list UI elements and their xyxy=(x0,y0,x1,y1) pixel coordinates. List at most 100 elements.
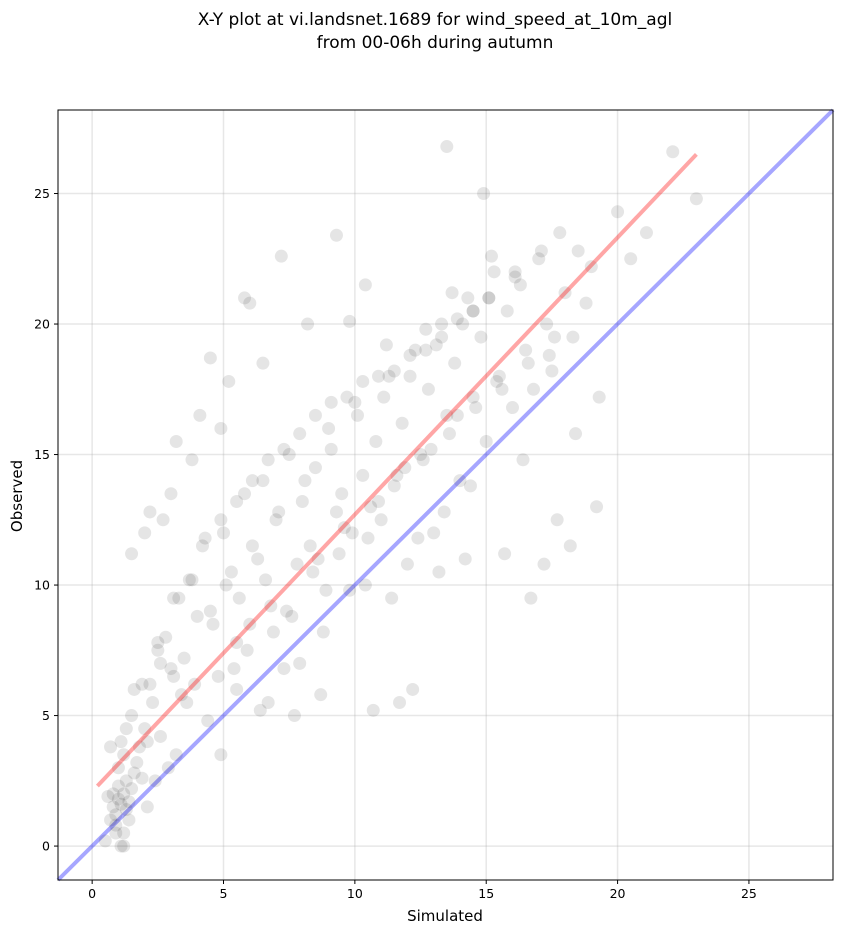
scatter-point xyxy=(311,552,325,566)
scatter-point xyxy=(203,604,217,618)
scatter-point xyxy=(232,591,246,605)
scatter-point xyxy=(611,205,625,219)
x-tick-label: 20 xyxy=(610,886,626,901)
scatter-point xyxy=(350,408,364,422)
scatter-point xyxy=(117,787,131,801)
scatter-point xyxy=(308,461,322,475)
scatter-point xyxy=(440,140,454,154)
scatter-point xyxy=(624,252,638,266)
scatter-point xyxy=(143,677,157,691)
scatter-point xyxy=(393,696,407,710)
scatter-point xyxy=(138,526,152,540)
scatter-point xyxy=(534,244,548,258)
y-tick-label: 10 xyxy=(34,578,50,593)
scatter-point xyxy=(185,453,199,467)
scatter-point xyxy=(138,722,152,736)
scatter-point xyxy=(285,609,299,623)
plot-frame xyxy=(57,109,834,881)
chart-title-line-1: X-Y plot at vi.landsnet.1689 for wind_sp… xyxy=(198,10,672,30)
scatter-point xyxy=(164,662,178,676)
y-tick-label: 0 xyxy=(42,839,50,854)
scatter-point xyxy=(400,557,414,571)
scatter-point xyxy=(272,505,286,519)
scatter-point xyxy=(540,317,554,331)
scatter-point xyxy=(266,625,280,639)
scatter-point xyxy=(411,531,425,545)
chart-title-line-2: from 00-06h during autumn xyxy=(317,33,554,53)
scatter-point xyxy=(508,265,522,279)
scatter-point xyxy=(474,330,488,344)
scatter-point xyxy=(167,669,181,683)
scatter-point xyxy=(398,461,412,475)
scatter-point xyxy=(403,369,417,383)
scatter-point xyxy=(264,599,278,613)
y-tick-label: 15 xyxy=(34,447,50,462)
scatter-point xyxy=(185,573,199,587)
scatter-point xyxy=(114,839,128,853)
scatter-point xyxy=(563,539,577,553)
scatter-point xyxy=(195,539,209,553)
scatter-point xyxy=(308,408,322,422)
scatter-point xyxy=(106,787,120,801)
scatter-point xyxy=(211,669,225,683)
x-tick-label: 10 xyxy=(347,886,363,901)
scatter-point xyxy=(125,709,139,723)
scatter-point xyxy=(689,192,703,206)
y-axis-label: Observed xyxy=(8,460,26,532)
scatter-point xyxy=(316,625,330,639)
scatter-point xyxy=(111,779,125,793)
scatter-point xyxy=(198,531,212,545)
scatter-point xyxy=(293,427,307,441)
scatter-point xyxy=(319,583,333,597)
identity-line xyxy=(56,108,835,882)
scatter-point xyxy=(180,696,194,710)
scatter-point xyxy=(361,531,375,545)
scatter-point xyxy=(214,513,228,527)
scatter-point xyxy=(421,382,435,396)
scatter-point xyxy=(408,343,422,357)
scatter-point xyxy=(442,427,456,441)
scatter-point xyxy=(329,505,343,519)
scatter-point xyxy=(390,468,404,482)
scatter-point xyxy=(490,374,504,388)
scatter-point xyxy=(222,374,236,388)
scatter-point xyxy=(206,617,220,631)
scatter-point xyxy=(125,547,139,561)
scatter-point xyxy=(109,826,123,840)
scatter-point xyxy=(117,748,131,762)
scatter-point xyxy=(277,662,291,676)
scatter-point xyxy=(240,643,254,657)
scatter-point xyxy=(169,748,183,762)
scatter-point xyxy=(385,591,399,605)
scatter-point xyxy=(261,696,275,710)
scatter-point xyxy=(101,789,115,803)
x-tick-label: 5 xyxy=(220,886,228,901)
scatter-point xyxy=(122,795,136,809)
scatter-point xyxy=(553,226,567,240)
scatter-point xyxy=(356,374,370,388)
scatter-point xyxy=(261,453,275,467)
scatter-point xyxy=(524,591,538,605)
scatter-point xyxy=(427,526,441,540)
scatter-point xyxy=(127,766,141,780)
scatter-point xyxy=(548,330,562,344)
y-tick-label: 25 xyxy=(34,186,50,201)
scatter-point xyxy=(111,792,125,806)
scatter-point xyxy=(372,495,386,509)
scatter-point xyxy=(666,145,680,159)
scatter-point xyxy=(495,382,509,396)
scatter-point xyxy=(169,434,183,448)
scatter-point xyxy=(569,427,583,441)
scatter-point xyxy=(500,304,514,318)
scatter-point xyxy=(343,314,357,328)
scatter-point xyxy=(301,317,315,331)
scatter-point xyxy=(280,604,294,618)
scatter-point xyxy=(414,448,428,462)
scatter-point xyxy=(193,408,207,422)
scatter-point xyxy=(516,453,530,467)
scatter-point xyxy=(440,408,454,422)
scatter-point xyxy=(364,500,378,514)
scatter-point xyxy=(104,740,118,754)
scatter-point xyxy=(550,513,564,527)
scatter-point xyxy=(387,479,401,493)
